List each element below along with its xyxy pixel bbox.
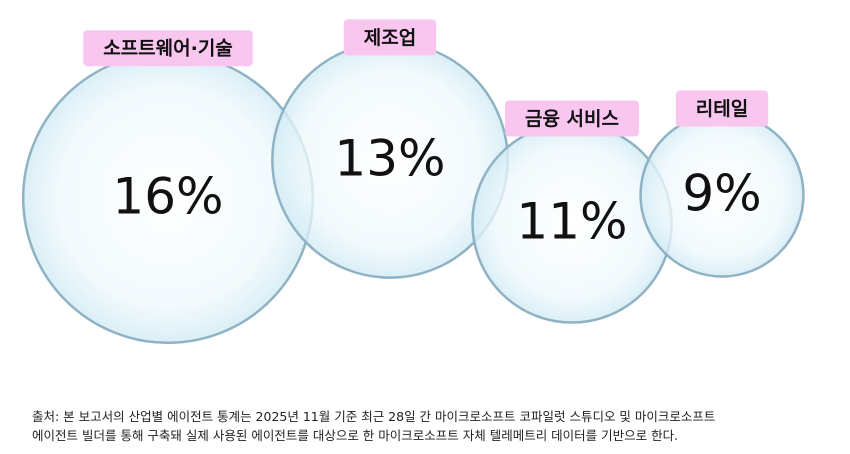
value-label: 16% bbox=[112, 168, 223, 226]
category-label: 소프트웨어·기술 bbox=[103, 38, 233, 60]
source-note: 에이전트 빌더를 통해 구축돼 실제 사용된 에이전트를 대상으로 한 마이크로… bbox=[32, 428, 678, 443]
label-box bbox=[504, 100, 640, 137]
value-label: 11% bbox=[516, 193, 627, 251]
label-box bbox=[83, 30, 253, 67]
category-label: 금융 서비스 bbox=[525, 108, 619, 130]
label-box bbox=[343, 19, 437, 56]
category-label: 리테일 bbox=[696, 98, 748, 120]
label-box bbox=[675, 90, 769, 127]
value-label: 13% bbox=[334, 130, 445, 188]
value-label: 9% bbox=[682, 165, 761, 223]
category-label: 제조업 bbox=[364, 27, 416, 49]
source-note: 출처: 본 보고서의 산업별 에이전트 통계는 2025년 11월 기준 최근 … bbox=[32, 409, 715, 424]
bubbles: 16% 13% 11% 9% bbox=[21, 41, 805, 345]
